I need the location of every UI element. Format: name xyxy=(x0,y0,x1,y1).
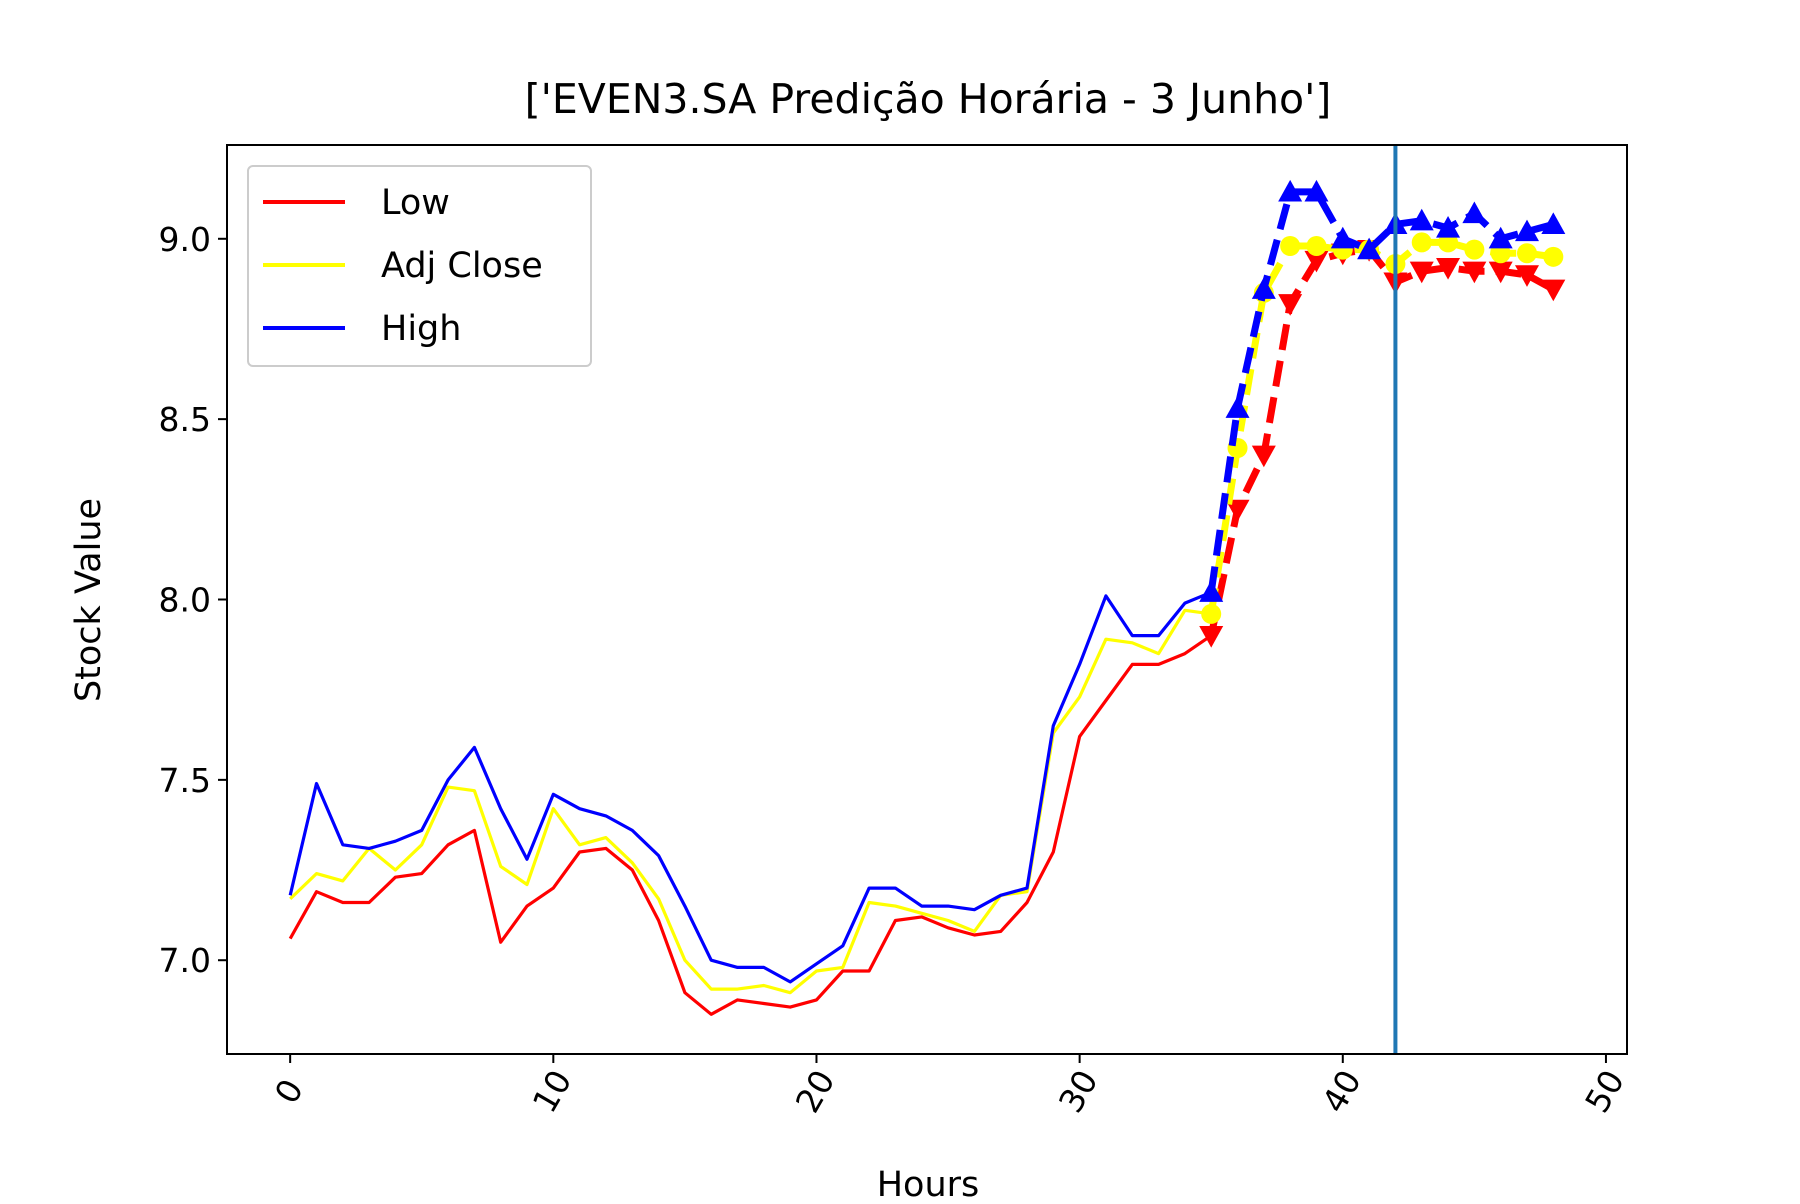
prediction-point-low xyxy=(1278,294,1303,316)
prediction-point-low xyxy=(1541,279,1566,302)
prediction-point-high xyxy=(1225,396,1250,418)
legend-label: Adj Close xyxy=(381,246,543,286)
prediction-point-low xyxy=(1199,625,1224,648)
legend-label: High xyxy=(381,309,461,349)
y-tick-label: 8.5 xyxy=(159,400,211,439)
prediction-point-high xyxy=(1488,226,1513,249)
prediction-point-low xyxy=(1488,261,1513,284)
prediction-point-high xyxy=(1278,179,1303,202)
prediction-line-high xyxy=(1207,188,1555,593)
prediction-point-adj-close xyxy=(1517,243,1537,264)
prediction-point-high xyxy=(1515,219,1539,242)
y-tick-label: 8.0 xyxy=(159,581,211,620)
legend-box xyxy=(247,165,592,367)
prediction-point-high xyxy=(1251,277,1276,299)
prediction-point-adj-close xyxy=(1543,246,1564,267)
prediction-point-high xyxy=(1409,208,1434,231)
legend: Low Adj Close High xyxy=(247,165,592,367)
x-axis-label: Hours xyxy=(877,1165,980,1200)
series-line-adj-close xyxy=(289,608,1212,995)
prediction-point-low xyxy=(1436,258,1461,280)
prediction-point-adj-close xyxy=(1464,239,1485,260)
prediction-point-high xyxy=(1357,237,1382,260)
prediction-point-high xyxy=(1436,215,1461,238)
y-tick-label: 7.5 xyxy=(159,761,211,800)
prediction-point-low xyxy=(1462,261,1487,284)
prediction-point-high xyxy=(1199,580,1224,602)
prediction-point-high xyxy=(1541,212,1566,234)
prediction-point-adj-close xyxy=(1280,236,1301,256)
prediction-point-high xyxy=(1462,201,1487,224)
series-line-low xyxy=(288,634,1213,1016)
prediction-point-low xyxy=(1225,499,1250,522)
prediction-point-low xyxy=(1304,250,1329,273)
legend-label: Low xyxy=(381,183,450,223)
prediction-point-low xyxy=(1251,445,1276,468)
prediction-point-low xyxy=(1515,265,1539,287)
y-axis-label: Stock Value xyxy=(69,498,109,702)
y-tick-label: 7.0 xyxy=(159,941,211,980)
chart-title: ['EVEN3.SA Predição Horária - 3 Junho'] xyxy=(525,75,1332,123)
prediction-point-high xyxy=(1330,226,1355,249)
series-line-high xyxy=(288,590,1212,984)
prediction-point-adj-close xyxy=(1411,232,1432,253)
prediction-point-high xyxy=(1304,179,1329,202)
prediction-point-low xyxy=(1409,261,1434,284)
y-tick-label: 9.0 xyxy=(159,220,211,259)
prediction-point-adj-close xyxy=(1201,603,1222,624)
prediction-point-adj-close xyxy=(1306,236,1327,256)
